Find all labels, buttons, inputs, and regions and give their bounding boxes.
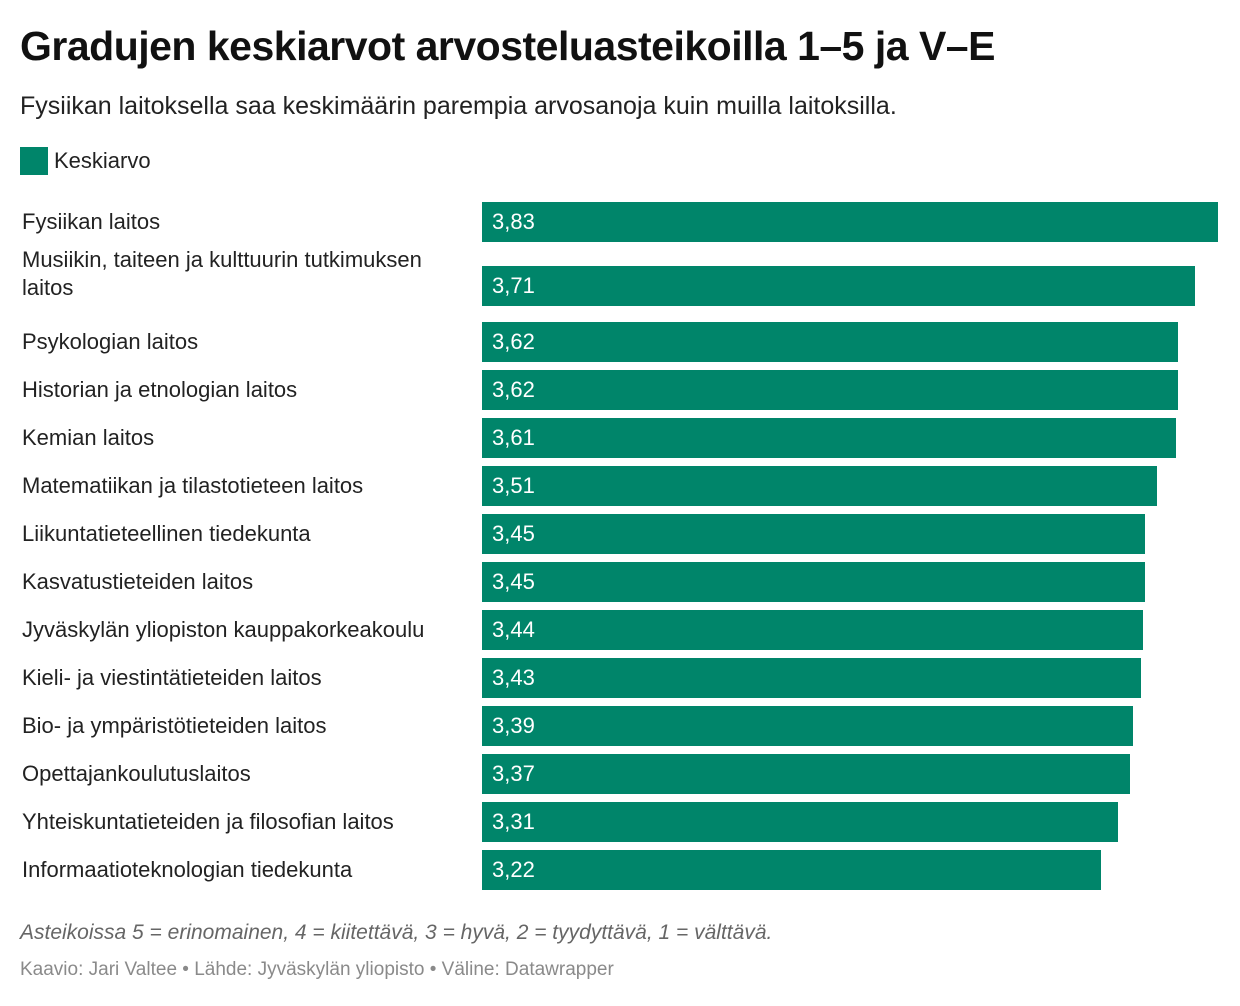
data-label: 3,45 (492, 569, 535, 594)
data-label: 3,61 (492, 425, 535, 450)
bar (482, 514, 1145, 554)
data-label: 3,71 (492, 273, 535, 298)
bar (482, 850, 1101, 890)
bar (482, 802, 1118, 842)
data-label: 3,39 (492, 713, 535, 738)
data-label: 3,31 (492, 809, 535, 834)
bar (482, 754, 1130, 794)
category-label: Kieli- ja viestintätieteiden laitos (22, 665, 322, 690)
bar (482, 706, 1133, 746)
category-label: Jyväskylän yliopiston kauppakorkeakoulu (22, 617, 425, 642)
bar (482, 322, 1178, 362)
data-label: 3,22 (492, 857, 535, 882)
bar (482, 202, 1218, 242)
category-label: Opettajankoulutuslaitos (22, 761, 251, 786)
category-label: Bio- ja ympäristötieteiden laitos (22, 713, 327, 738)
chart-title: Gradujen keskiarvot arvosteluasteikoilla… (20, 23, 995, 69)
legend-swatch (20, 147, 48, 175)
data-label: 3,45 (492, 521, 535, 546)
bar (482, 658, 1141, 698)
category-label: Fysiikan laitos (22, 209, 161, 234)
category-label: Matematiikan ja tilastotieteen laitos (22, 473, 364, 498)
data-label: 3,62 (492, 329, 535, 354)
data-label: 3,44 (492, 617, 535, 642)
legend-label: Keskiarvo (54, 148, 151, 173)
category-label: Informaatioteknologian tiedekunta (22, 857, 353, 882)
category-label: Kemian laitos (22, 425, 155, 450)
category-label: Kasvatustieteiden laitos (22, 569, 254, 594)
bar (482, 610, 1143, 650)
data-label: 3,51 (492, 473, 535, 498)
legend: Keskiarvo (20, 147, 151, 175)
category-label: Yhteiskuntatieteiden ja filosofian laito… (22, 809, 394, 834)
bar (482, 418, 1176, 458)
category-label: Musiikin, taiteen ja kulttuurin tutkimuk… (22, 247, 422, 300)
category-label: Liikuntatieteellinen tiedekunta (22, 521, 311, 546)
bar (482, 466, 1157, 506)
data-label: 3,43 (492, 665, 535, 690)
credits: Kaavio: Jari Valtee • Lähde: Jyväskylän … (20, 959, 614, 980)
bar (482, 370, 1178, 410)
category-label: Psykologian laitos (22, 329, 199, 354)
data-label: 3,62 (492, 377, 535, 402)
data-label: 3,83 (492, 209, 535, 234)
bar (482, 562, 1145, 602)
chart-subtitle: Fysiikan laitoksella saa keskimäärin par… (20, 92, 897, 120)
scale-note: Asteikoissa 5 = erinomainen, 4 = kiitett… (20, 921, 773, 944)
data-label: 3,37 (492, 761, 535, 786)
category-label: Historian ja etnologian laitos (22, 377, 298, 402)
bar (482, 266, 1195, 306)
